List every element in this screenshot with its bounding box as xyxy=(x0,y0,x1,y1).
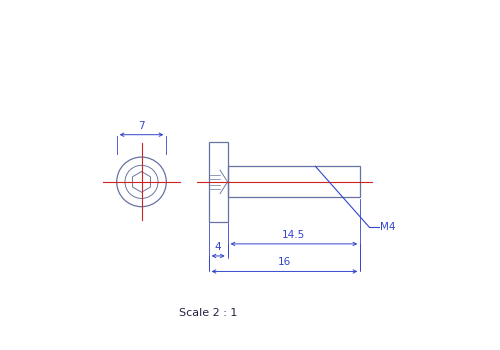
Text: 16: 16 xyxy=(278,257,291,267)
Text: 14.5: 14.5 xyxy=(282,230,306,240)
Text: 4: 4 xyxy=(215,242,222,252)
Text: M4: M4 xyxy=(380,222,396,232)
Bar xyxy=(228,166,360,197)
Text: Scale 2 : 1: Scale 2 : 1 xyxy=(180,308,238,318)
Bar xyxy=(208,142,228,222)
Text: 7: 7 xyxy=(138,120,145,131)
